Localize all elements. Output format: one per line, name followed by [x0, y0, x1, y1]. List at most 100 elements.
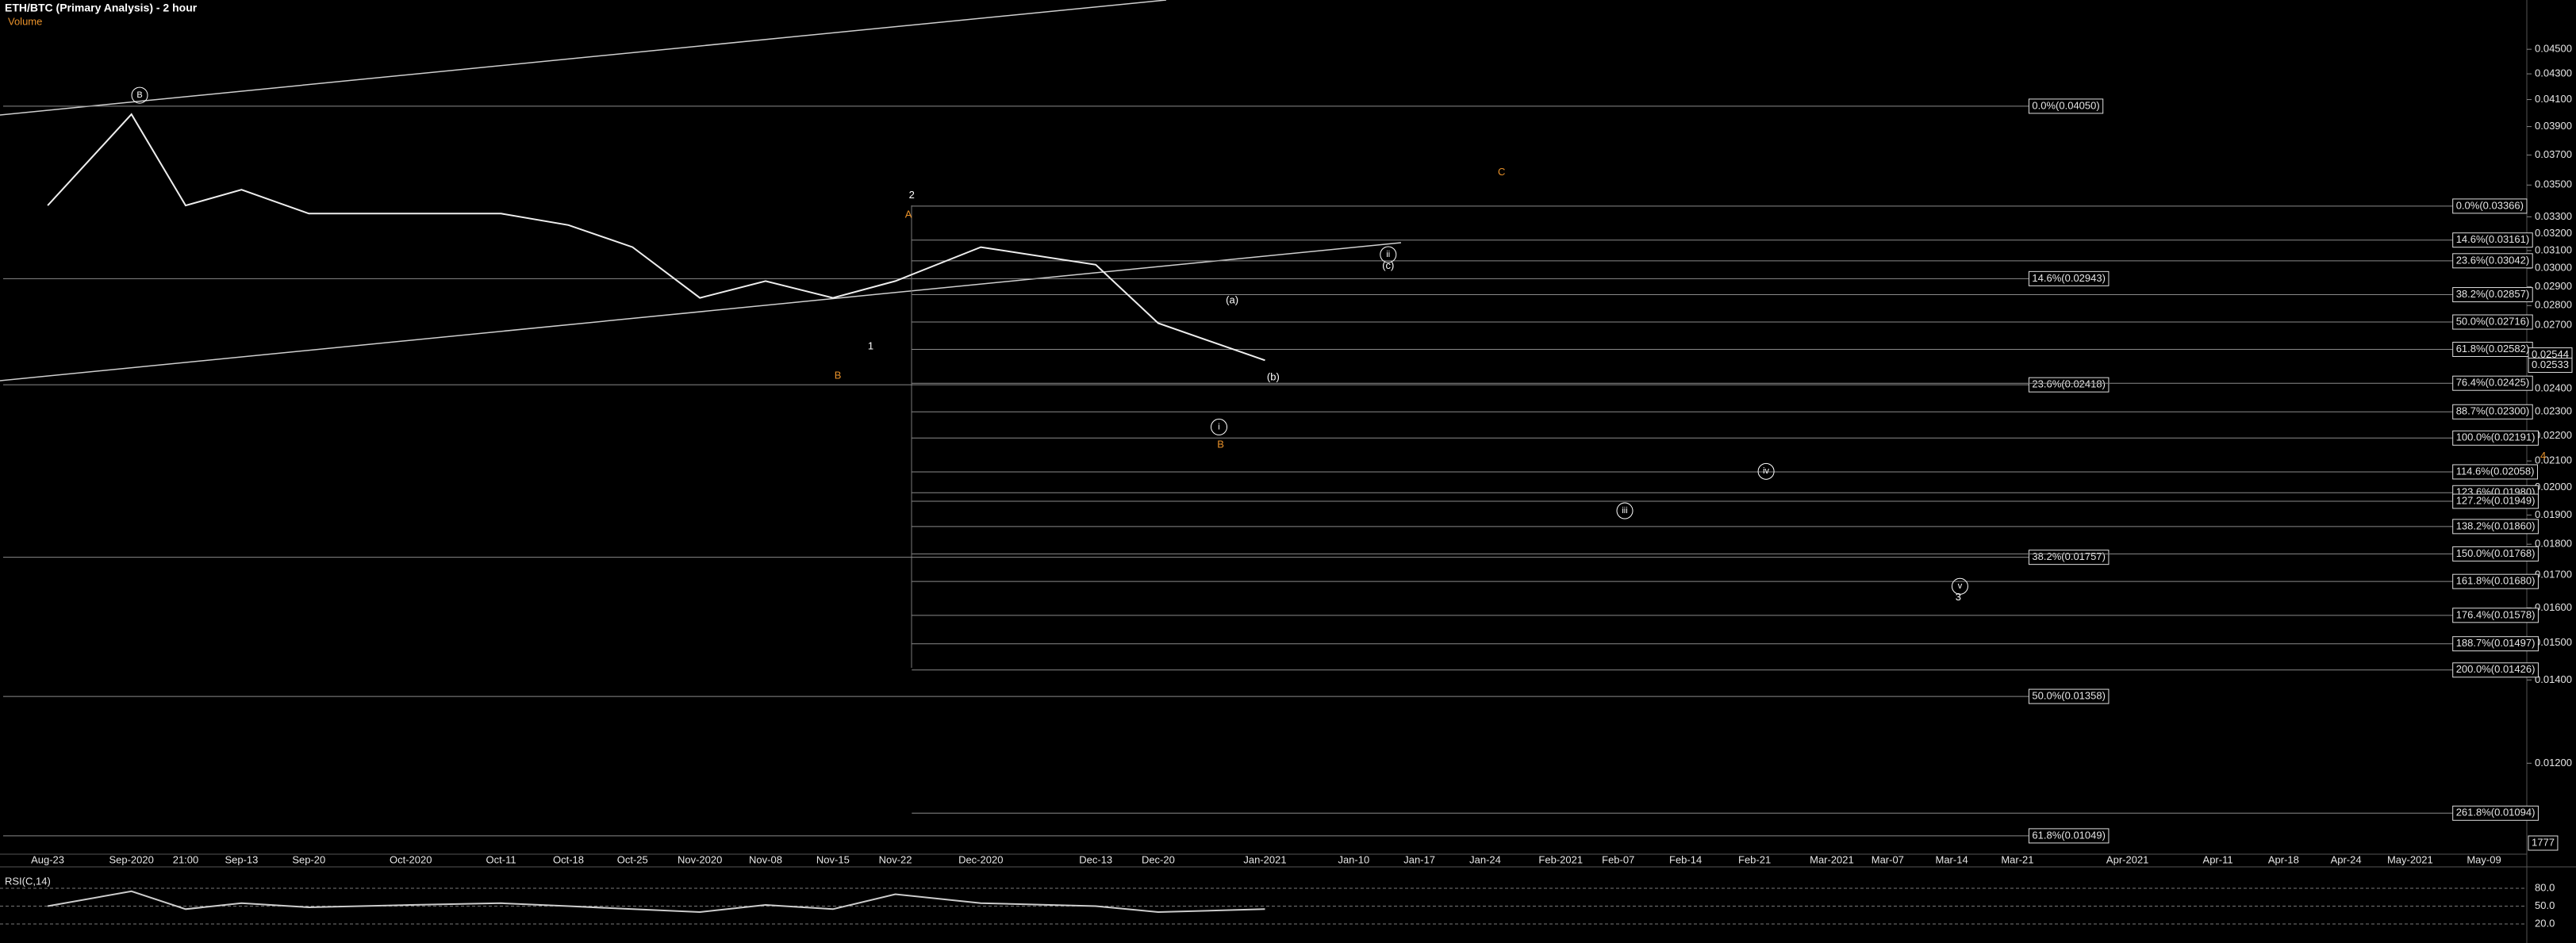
- fib-label: 76.4%(0.02425): [2456, 377, 2530, 389]
- x-tick-label: Aug-23: [31, 853, 64, 865]
- y-tick-label: 0.03200: [2535, 227, 2572, 239]
- x-tick-label: Oct-2020: [390, 853, 432, 865]
- y-tick-label: 0.01700: [2535, 569, 2572, 581]
- fib-label-box: [2028, 270, 2110, 286]
- wave-circle: [1380, 246, 1397, 263]
- fib-label-box: [2452, 546, 2539, 562]
- x-tick-label: May-2021: [2387, 853, 2433, 865]
- wave-label: B: [835, 370, 842, 381]
- wave-circle: [1757, 462, 1775, 480]
- fib-label: 176.4%(0.01578): [2456, 608, 2536, 620]
- x-tick-label: Dec-20: [1142, 853, 1175, 865]
- fib-label-box: [2452, 805, 2539, 821]
- y-tick-label: 0.02800: [2535, 299, 2572, 311]
- y-tick-label: 0.04300: [2535, 67, 2572, 79]
- trend-line: [0, 242, 1402, 381]
- fib-label-box: [2452, 232, 2533, 248]
- fib-label: 127.2%(0.01949): [2456, 494, 2536, 506]
- fib-label: 23.6%(0.02418): [2032, 378, 2106, 390]
- wave-label: 2: [909, 189, 915, 201]
- rsi-tick-label: 50.0: [2535, 899, 2555, 911]
- x-tick-label: Apr-18: [2268, 853, 2299, 865]
- x-tick-label: Oct-18: [553, 853, 584, 865]
- wave-label: 1: [868, 339, 873, 351]
- x-tick-label: Mar-2021: [1810, 853, 1854, 865]
- wave-label: B: [1217, 439, 1224, 450]
- x-tick-label: Mar-14: [1936, 853, 1968, 865]
- y-tick-label: 0.01200: [2535, 757, 2572, 769]
- fib-label: 0.0%(0.04050): [2032, 99, 2099, 111]
- price-line: [47, 113, 1265, 362]
- x-tick-label: Jan-17: [1403, 853, 1435, 865]
- wave-label: (c): [1382, 259, 1394, 271]
- volume-tick-box: [2528, 835, 2559, 851]
- fib-label-box: [2452, 198, 2528, 214]
- y-tick-label: 0.01600: [2535, 601, 2572, 613]
- fib-label: 61.8%(0.01049): [2032, 829, 2106, 841]
- y-tick-label: 0.03000: [2535, 262, 2572, 274]
- x-tick-label: Apr-24: [2331, 853, 2362, 865]
- volume-label: Volume: [8, 15, 42, 27]
- x-tick-label: Jan-24: [1469, 853, 1501, 865]
- x-tick-label: Dec-2020: [958, 853, 1003, 865]
- volume-tick: 1777: [2532, 836, 2555, 848]
- y-tick-label: 0.02900: [2535, 280, 2572, 292]
- x-tick-label: Sep-13: [225, 853, 258, 865]
- fib-label: 150.0%(0.01768): [2456, 547, 2536, 559]
- y-tick-label: 0.02200: [2535, 429, 2572, 441]
- rsi-tick-label: 80.0: [2535, 881, 2555, 893]
- fib-label-box: [2452, 430, 2539, 446]
- fib-label: 14.6%(0.03161): [2456, 233, 2530, 245]
- x-tick-label: Feb-07: [1602, 853, 1634, 865]
- wave-label: (a): [1226, 293, 1238, 305]
- wave-label: 4: [2540, 450, 2546, 462]
- fib-label: 50.0%(0.01358): [2032, 690, 2106, 702]
- y-tick-label: 0.04100: [2535, 93, 2572, 105]
- y-tick-label: 0.02300: [2535, 405, 2572, 417]
- fib-label: 14.6%(0.02943): [2032, 272, 2106, 284]
- wave-circle: [1211, 418, 1228, 435]
- x-tick-label: Sep-20: [292, 853, 325, 865]
- wave-label: iii: [1622, 506, 1627, 516]
- trend-line: [0, 0, 1167, 116]
- x-tick-label: Feb-14: [1669, 853, 1702, 865]
- chart-title: ETH/BTC (Primary Analysis) - 2 hour: [5, 2, 198, 14]
- y-tick-label: 0.01400: [2535, 673, 2572, 685]
- x-tick-label: Nov-22: [879, 853, 912, 865]
- x-tick-label: Dec-13: [1079, 853, 1112, 865]
- wave-label: ii: [1386, 250, 1390, 259]
- fib-label-box: [2028, 98, 2104, 114]
- fib-label-box: [2452, 519, 2539, 535]
- fib-label-box: [2452, 636, 2539, 652]
- fib-label-box: [2028, 828, 2110, 844]
- y-tick-label: 0.01500: [2535, 636, 2572, 648]
- fib-label: 261.8%(0.01094): [2456, 807, 2536, 818]
- y-tick-label: 0.03100: [2535, 243, 2572, 255]
- fib-label-box: [2452, 608, 2539, 623]
- x-tick-label: Jan-10: [1338, 853, 1369, 865]
- x-tick-label: Feb-21: [1738, 853, 1771, 865]
- fib-label: 88.7%(0.02300): [2456, 405, 2530, 417]
- x-tick-label: Jan-2021: [1243, 853, 1286, 865]
- x-tick-label: Apr-2021: [2106, 853, 2148, 865]
- y-tick-label: 0.04500: [2535, 43, 2572, 55]
- rsi-title: RSI(C,14): [5, 875, 51, 887]
- y-tick-label: 0.01900: [2535, 508, 2572, 520]
- wave-label: iv: [1763, 466, 1769, 476]
- wave-label: 3: [1956, 591, 1961, 603]
- wave-label: i: [1218, 422, 1219, 431]
- wave-label: (b): [1267, 371, 1280, 383]
- fib-label-box: [2452, 464, 2538, 480]
- fib-label: 38.2%(0.02857): [2456, 288, 2530, 300]
- fib-label: 200.0%(0.01426): [2456, 663, 2536, 675]
- rsi-tick-label: 20.0: [2535, 917, 2555, 929]
- price-label-box: [2528, 358, 2573, 374]
- y-tick-label: 0.03500: [2535, 178, 2572, 190]
- x-tick-label: Nov-15: [816, 853, 850, 865]
- x-tick-label: Mar-07: [1872, 853, 1904, 865]
- fib-label: 38.2%(0.01757): [2032, 550, 2106, 562]
- y-tick-label: 0.02700: [2535, 318, 2572, 330]
- y-tick-label: 0.02100: [2535, 454, 2572, 466]
